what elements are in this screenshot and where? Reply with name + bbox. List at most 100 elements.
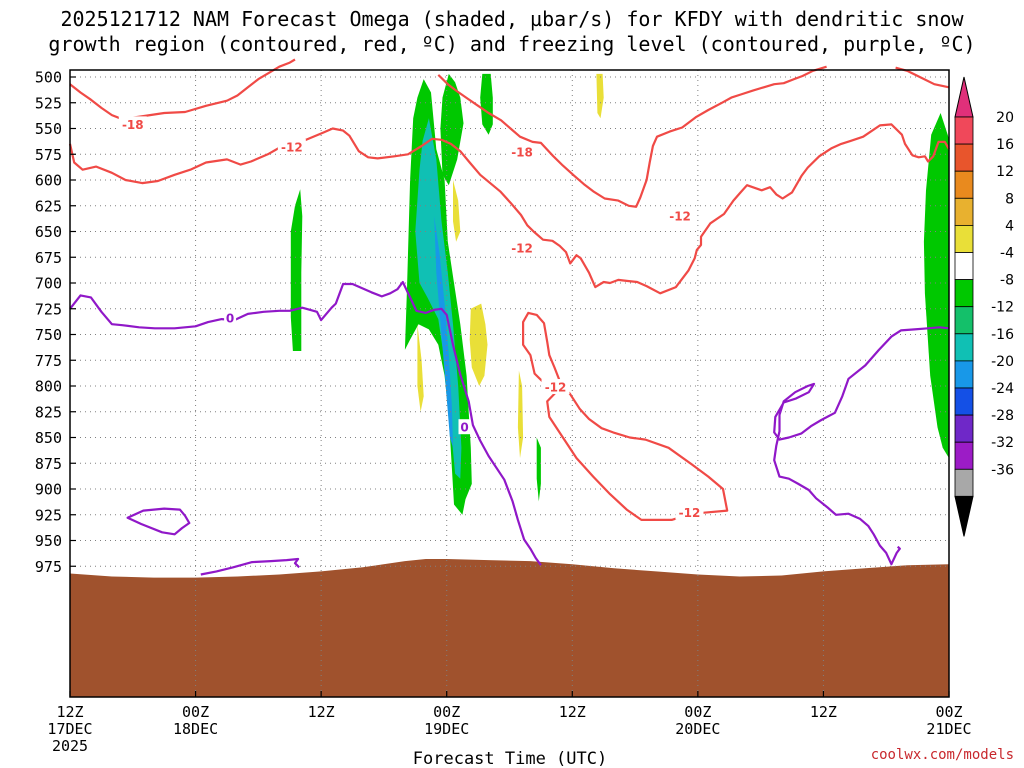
colorbar-band xyxy=(954,468,974,497)
colorbar-label: 16 xyxy=(996,137,1014,153)
contour-label-bg xyxy=(666,208,695,224)
x-tick-label: 00Z xyxy=(935,703,962,721)
x-tick-label: 12Z xyxy=(308,703,335,721)
y-tick-label: 525 xyxy=(35,94,62,112)
colorbar-label: -4 xyxy=(1000,246,1014,262)
contour-dgz-18c-contour-upper-middle xyxy=(437,65,827,208)
omega-area-omega-green-08z-lower xyxy=(536,437,541,502)
y-tick-label: 725 xyxy=(35,300,62,318)
contour-layer xyxy=(68,58,950,576)
x-tick-label: 18DEC xyxy=(173,720,218,738)
contour-label: -18 xyxy=(511,146,533,160)
y-tick-label: 700 xyxy=(35,275,62,293)
colorbar-band xyxy=(954,170,974,199)
terrain-layer xyxy=(70,559,949,697)
contour-label: 0 xyxy=(460,421,468,435)
colorbar-top-arrow xyxy=(954,76,974,118)
y-tick-label: 775 xyxy=(35,352,62,370)
omega-area-omega-green-06z-upper xyxy=(480,73,493,135)
colorbar: 20 16 12 8 4 -4 -8 -12 -16 -20 -24 -28 -32 -36 xyxy=(954,76,1014,537)
colorbar-band xyxy=(954,333,974,362)
y-tick-label: 950 xyxy=(35,532,62,550)
contour-label: -12 xyxy=(511,241,533,255)
y-tick-label: 500 xyxy=(35,69,62,87)
colorbar-label: -32 xyxy=(991,435,1014,451)
colorbar-label: -20 xyxy=(991,354,1014,370)
contour-label-bg xyxy=(458,419,471,435)
colorbar-band xyxy=(954,143,974,172)
omega-area-omega-green-07z xyxy=(290,189,303,351)
colorbar-label: -24 xyxy=(991,381,1014,397)
colorbar-label: 4 xyxy=(1005,218,1014,234)
x-tick-label: 12Z xyxy=(559,703,586,721)
colorbar-band xyxy=(954,197,974,226)
y-tick-label: 900 xyxy=(35,481,62,499)
colorbar-band xyxy=(954,360,974,389)
plot-frame xyxy=(69,69,950,698)
contour-label: -12 xyxy=(669,210,691,224)
y-tick-label: 825 xyxy=(35,403,62,421)
x-tick-label: 00Z xyxy=(433,703,460,721)
contour-label-layer: -18 -12 -18 -12 -12 -12 -12 0 0 xyxy=(118,116,704,520)
colorbar-label: -8 xyxy=(1000,273,1014,289)
contour-label: -12 xyxy=(679,506,701,520)
contour-label-bg xyxy=(118,116,147,132)
omega-shading-layer xyxy=(290,73,949,515)
colorbar-label: -16 xyxy=(991,327,1014,343)
y-tick-label: 750 xyxy=(35,326,62,344)
contour-label: -12 xyxy=(545,381,567,395)
colorbar-label: 20 xyxy=(996,110,1014,126)
contour-freezing-level-0c-bottom xyxy=(200,557,300,576)
y-tick-label: 875 xyxy=(35,455,62,473)
x-tick-label: 2025 xyxy=(52,737,88,755)
colorbar-band xyxy=(954,306,974,335)
x-tick-label: 12Z xyxy=(810,703,837,721)
y-tick-label: 650 xyxy=(35,223,62,241)
colorbar-label: -36 xyxy=(991,462,1014,478)
omega-area-omega-yellow-lower-05z xyxy=(517,370,524,459)
x-axis-label: Forecast Time (UTC) xyxy=(413,749,607,768)
y-tick-label: 850 xyxy=(35,429,62,447)
chart-title-line-2: growth region (contoured, red, ºC) and f… xyxy=(48,32,975,56)
terrain-fill xyxy=(70,559,949,697)
x-tick-label: 19DEC xyxy=(424,720,469,738)
contour-label-bg xyxy=(508,144,537,160)
colorbar-band xyxy=(954,414,974,443)
y-tick-label: 975 xyxy=(35,558,62,576)
contour-label-bg xyxy=(541,379,570,395)
contour-label: 0 xyxy=(226,312,234,326)
omega-area-omega-yellow-lower-23z xyxy=(417,324,424,412)
y-tick-label: 600 xyxy=(35,172,62,190)
x-tick-label: 00Z xyxy=(684,703,711,721)
colorbar-band xyxy=(954,252,974,281)
colorbar-band xyxy=(954,387,974,416)
colorbar-label: -28 xyxy=(991,408,1014,424)
colorbar-label: -12 xyxy=(991,300,1014,316)
colorbar-label: 8 xyxy=(1005,191,1014,207)
omega-area-omega-green-03z-04z-upper xyxy=(440,73,464,186)
contour-freezing-level-0c-closed-loop xyxy=(126,507,191,536)
y-tick-label: 925 xyxy=(35,506,62,524)
omega-area-omega-green-right-edge xyxy=(923,113,949,459)
contour-dgz-12c-contour-lower-closed xyxy=(521,311,729,522)
contour-label-bg xyxy=(508,239,537,255)
omega-area-omega-yellow-upper-15z xyxy=(596,73,604,119)
x-tick-label: 17DEC xyxy=(47,720,92,738)
contour-dgz-18c-contour-upper-left xyxy=(69,58,296,121)
chart-title-line-1: 2025121712 NAM Forecast Omega (shaded, µ… xyxy=(60,7,964,31)
y-tick-label: 575 xyxy=(35,146,62,164)
credit-text: coolwx.com/models xyxy=(871,747,1014,763)
y-tick-label: 625 xyxy=(35,197,62,215)
contour-label-bg xyxy=(224,310,237,326)
y-tick-label: 800 xyxy=(35,378,62,396)
y-tick-label: 675 xyxy=(35,249,62,267)
y-tick-label: 550 xyxy=(35,120,62,138)
colorbar-band xyxy=(954,224,974,253)
x-tick-label: 00Z xyxy=(182,703,209,721)
colorbar-bottom-arrow xyxy=(954,495,974,537)
colorbar-label: 12 xyxy=(996,164,1014,180)
contour-label-bg xyxy=(675,504,704,520)
contour-freezing-level-0c-right xyxy=(773,326,950,566)
contour-label: -12 xyxy=(281,141,303,155)
